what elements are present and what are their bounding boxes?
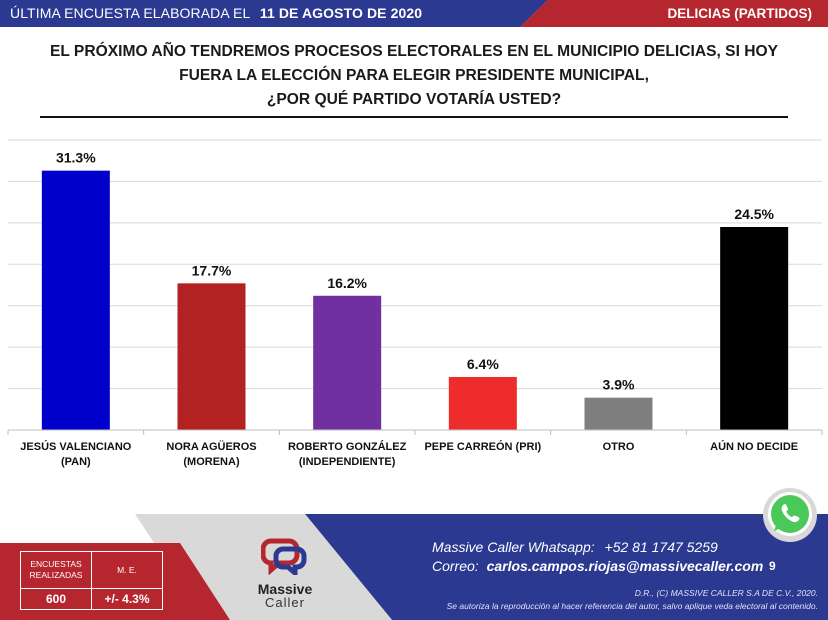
logo-mark-icon (260, 538, 307, 579)
question-title: EL PRÓXIMO AÑO TENDREMOS PROCESOS ELECTO… (30, 40, 798, 112)
bar-chart: 31.3% 17.7% 16.2% 6.4% 3.9% 24.5% (7, 139, 823, 435)
category-label: JESÚS VALENCIANO (PAN) (8, 440, 144, 470)
email-link[interactable]: carlos.campos.riojas@massivecaller.com (486, 558, 764, 574)
category-label: ROBERTO GONZÁLEZ (INDEPENDIENTE) (279, 440, 415, 470)
sample-size-header-line-1: ENCUESTAS (30, 559, 82, 569)
sample-size-header-line-2: REALIZADAS (29, 570, 83, 580)
category-label-line: JESÚS VALENCIANO (20, 441, 132, 453)
disclaimer-text: Se autoriza la reproducción al hacer ref… (446, 601, 818, 611)
category-label-line: (MORENA) (183, 456, 240, 468)
whatsapp-contact: Massive Caller Whatsapp: +52 81 1747 525… (432, 539, 718, 555)
question-line-1: EL PRÓXIMO AÑO TENDREMOS PROCESOS ELECTO… (49, 43, 779, 60)
bar (584, 397, 653, 430)
massive-caller-logo: Massive Caller (244, 535, 326, 609)
margin-error-value: +/- 4.3% (91, 588, 163, 610)
data-label: 3.9% (603, 377, 635, 393)
category-label-line: ROBERTO GONZÁLEZ (287, 441, 407, 453)
bar (177, 283, 246, 430)
page-number: 9 (769, 559, 776, 573)
category-label-line: OTRO (602, 441, 635, 453)
question-line-3: ¿POR QUÉ PARTIDO VOTARÍA USTED? (266, 91, 562, 108)
email-label: Correo: (432, 558, 479, 574)
copyright-text: D.R., (C) MASSIVE CALLER S.A DE C.V., 20… (634, 588, 818, 598)
survey-date-prefix: ÚLTIMA ENCUESTA ELABORADA EL (10, 5, 250, 21)
category-label: OTRO (551, 440, 687, 455)
whatsapp-number[interactable]: +52 81 1747 5259 (604, 539, 718, 555)
survey-topic: DELICIAS (PARTIDOS) (667, 6, 813, 21)
category-label: AÚN NO DECIDE (686, 440, 822, 455)
data-label: 16.2% (327, 275, 367, 291)
question-line-2: FUERA LA ELECCIÓN PARA ELEGIR PRESIDENTE… (179, 67, 649, 84)
category-label-line: PEPE CARREÓN (PRI) (424, 441, 542, 453)
header-bar (0, 0, 828, 27)
whatsapp-icon[interactable] (762, 487, 818, 543)
sample-size-header: ENCUESTAS REALIZADAS (20, 551, 92, 589)
survey-stats-table: ENCUESTAS REALIZADAS M. E. 600 +/- 4.3% (20, 551, 163, 610)
bar (720, 227, 789, 430)
data-label: 24.5% (734, 206, 774, 222)
whatsapp-label: Massive Caller Whatsapp: (432, 539, 595, 555)
sample-size-value: 600 (20, 588, 92, 610)
data-label: 31.3% (56, 150, 96, 166)
email-contact: Correo: carlos.campos.riojas@massivecall… (432, 558, 763, 574)
logo-text-massive: Massive (257, 581, 313, 597)
category-label: PEPE CARREÓN (PRI) (415, 440, 551, 455)
logo-text-caller: Caller (265, 595, 305, 610)
survey-date: 11 DE AGOSTO DE 2020 (259, 5, 423, 21)
category-label: NORA AGÜEROS (MORENA) (144, 440, 280, 470)
category-label-line: (INDEPENDIENTE) (298, 456, 396, 468)
bar (313, 295, 382, 430)
data-label: 17.7% (192, 262, 232, 278)
survey-date-banner: ÚLTIMA ENCUESTA ELABORADA EL 11 DE AGOST… (10, 0, 422, 26)
margin-error-header: M. E. (91, 551, 163, 589)
bar (41, 170, 110, 430)
bar (448, 376, 517, 430)
category-label-line: (PAN) (60, 456, 91, 468)
data-label: 6.4% (467, 356, 499, 372)
category-label-line: NORA AGÜEROS (166, 441, 257, 453)
title-divider (40, 116, 788, 118)
category-label-line: AÚN NO DECIDE (710, 441, 799, 453)
